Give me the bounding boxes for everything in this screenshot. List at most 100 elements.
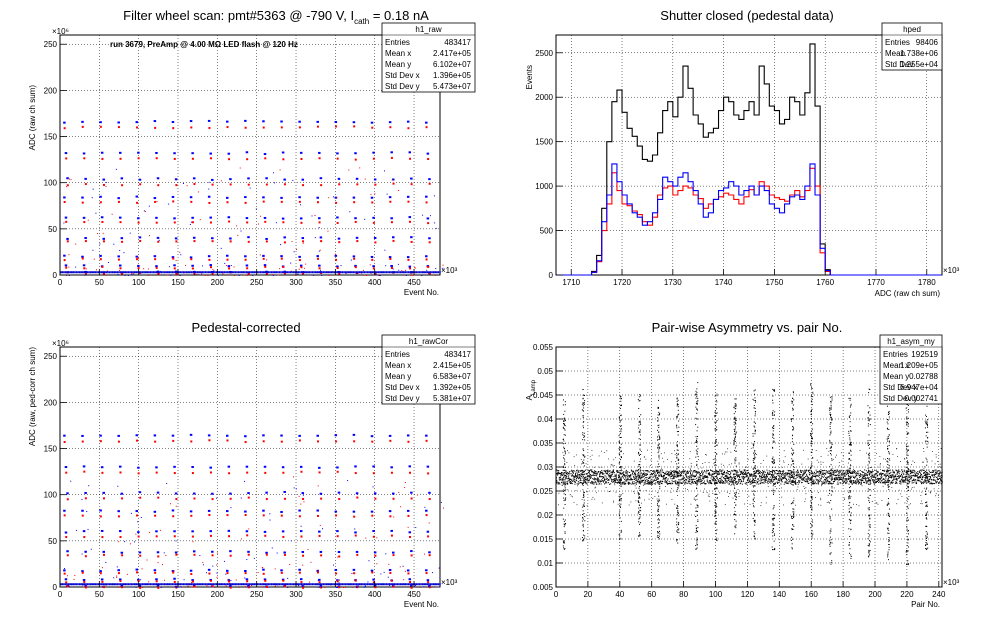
point-band [717, 471, 719, 473]
point-band [921, 477, 923, 479]
point-band [802, 478, 804, 480]
point-red [390, 266, 393, 269]
point-band [931, 474, 933, 476]
x-tick-label: 0 [58, 278, 63, 287]
point-outlier [913, 479, 915, 481]
point-blue [155, 530, 158, 533]
point-sparse [142, 586, 144, 588]
point-band [937, 473, 939, 475]
point-band [881, 473, 883, 475]
point-sparse [133, 541, 135, 543]
histogram-lines [556, 43, 942, 276]
point-blue [156, 491, 160, 494]
point-band [612, 470, 614, 472]
point-band [589, 476, 591, 478]
point-sparse [129, 543, 131, 545]
point-sparse [207, 274, 209, 276]
point-band [707, 481, 709, 483]
point-band [746, 480, 748, 482]
point-red [283, 553, 286, 556]
point-baseline [369, 583, 372, 586]
point-band [577, 483, 579, 485]
point-outlier [574, 465, 576, 467]
point-band [831, 474, 833, 476]
point-blue [426, 465, 430, 468]
point-red [117, 200, 120, 203]
point-outlier [839, 472, 840, 473]
point-band [852, 477, 854, 479]
point-red [208, 258, 211, 261]
point-red [226, 258, 229, 261]
point-blue [265, 491, 268, 494]
point-band [764, 471, 766, 473]
point-band [583, 474, 585, 476]
point-band [597, 471, 599, 473]
point-band [724, 482, 726, 484]
point-band [708, 472, 710, 474]
point-outlier [923, 487, 925, 489]
point-outlier [614, 472, 615, 473]
point-band [639, 480, 641, 482]
point-red [283, 241, 286, 244]
point-band [856, 478, 858, 480]
point-band [770, 473, 772, 475]
point-band [786, 482, 788, 484]
point-band [701, 482, 703, 484]
point-red [121, 240, 124, 243]
point-red [228, 580, 231, 583]
point-baseline [198, 271, 200, 274]
point-sparse [65, 274, 67, 276]
point-band [922, 476, 924, 478]
point-band [767, 479, 769, 481]
point-red [229, 554, 232, 557]
point-sparse [266, 259, 268, 261]
point-band [630, 478, 632, 480]
point-band [822, 472, 824, 474]
point-red [99, 258, 102, 261]
point-band [822, 481, 824, 483]
point-red [338, 241, 341, 244]
point-sparse [173, 570, 175, 572]
point-band [737, 475, 739, 477]
point-sparse [191, 582, 193, 584]
point-band [720, 478, 722, 480]
point-band [668, 473, 670, 475]
point-band [625, 475, 627, 477]
point-band [936, 477, 938, 479]
point-band [664, 477, 666, 479]
point-blue [191, 152, 194, 155]
point-band [693, 470, 695, 472]
point-band [908, 477, 910, 479]
point-band [788, 481, 790, 483]
point-band [738, 475, 740, 477]
point-band [897, 470, 899, 472]
point-band [939, 471, 941, 473]
point-blue [388, 434, 392, 437]
point-band [628, 475, 630, 477]
point-blue [173, 465, 176, 468]
point-band [917, 477, 919, 479]
point-sparse [170, 503, 172, 505]
point-baseline [421, 583, 424, 586]
point-band [867, 480, 869, 482]
point-band [573, 480, 575, 482]
point-band [810, 470, 812, 472]
point-band [807, 478, 809, 480]
point-band [616, 471, 618, 473]
point-band [919, 475, 921, 477]
point-band [714, 482, 716, 484]
point-band [893, 479, 895, 481]
point-band [733, 476, 735, 478]
point-band [668, 482, 670, 484]
point-band [567, 482, 569, 484]
point-band [821, 483, 823, 485]
point-band [906, 471, 908, 473]
point-band [790, 480, 792, 482]
point-band [644, 474, 646, 476]
point-band [621, 472, 623, 474]
point-sparse [119, 249, 121, 251]
point-band [631, 470, 633, 472]
point-baseline [420, 583, 422, 586]
point-band [757, 481, 759, 483]
point-band [621, 476, 623, 478]
